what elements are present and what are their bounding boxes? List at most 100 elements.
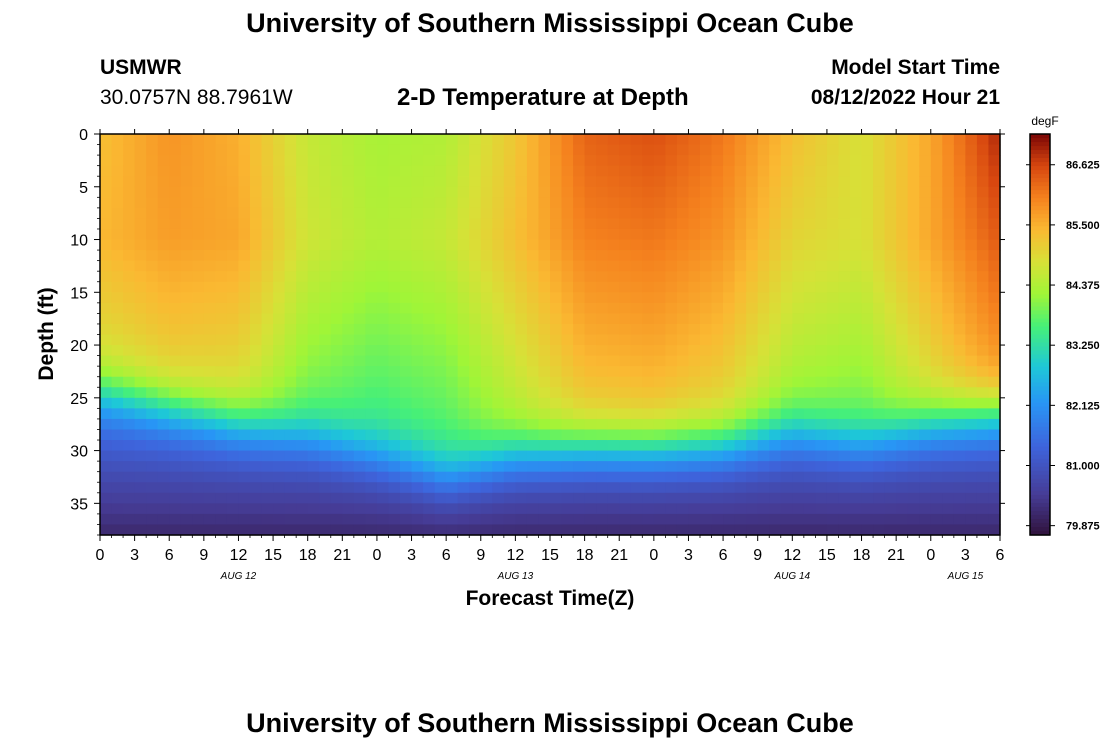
heatmap-cell bbox=[307, 302, 320, 314]
heatmap-cell bbox=[457, 186, 470, 198]
heatmap-cell bbox=[861, 207, 874, 220]
heatmap-cell bbox=[515, 292, 528, 304]
heatmap-cell bbox=[561, 450, 574, 462]
heatmap-cell bbox=[653, 524, 666, 536]
heatmap-cell bbox=[584, 165, 597, 177]
heatmap-cell bbox=[826, 271, 840, 283]
heatmap-cell bbox=[215, 408, 228, 420]
heatmap-cell bbox=[423, 524, 436, 536]
heatmap-cell bbox=[584, 239, 597, 251]
heatmap-cell bbox=[653, 482, 666, 494]
heatmap-cell bbox=[573, 503, 586, 515]
heatmap-cell bbox=[284, 482, 297, 494]
heatmap-cell bbox=[238, 292, 251, 304]
heatmap-cell bbox=[700, 492, 713, 504]
heatmap-cell bbox=[988, 323, 1001, 336]
heatmap-cell bbox=[815, 461, 828, 473]
heatmap-cell bbox=[619, 155, 632, 167]
heatmap-cell bbox=[711, 207, 724, 220]
heatmap-cell bbox=[896, 292, 909, 304]
heatmap-cell bbox=[538, 524, 551, 536]
heatmap-cell bbox=[365, 218, 378, 230]
heatmap-cell bbox=[688, 281, 701, 293]
heatmap-cell bbox=[469, 376, 482, 388]
heatmap-cell bbox=[411, 271, 424, 283]
heatmap-cell bbox=[226, 345, 240, 357]
heatmap-cell bbox=[457, 239, 470, 251]
heatmap-cell bbox=[423, 366, 436, 378]
heatmap-cell bbox=[884, 186, 897, 198]
heatmap-cell bbox=[492, 292, 505, 304]
colorbar-swatch bbox=[1030, 398, 1050, 404]
heatmap-cell bbox=[884, 313, 897, 325]
heatmap-cell bbox=[307, 134, 320, 146]
heatmap-cell bbox=[457, 440, 470, 452]
heatmap-cell bbox=[261, 292, 274, 304]
heatmap-cell bbox=[319, 376, 332, 388]
heatmap-cell bbox=[238, 366, 251, 378]
heatmap-cell bbox=[700, 176, 713, 188]
heatmap-cell bbox=[826, 355, 840, 367]
heatmap-cell bbox=[469, 155, 482, 167]
heatmap-cell bbox=[711, 239, 724, 251]
heatmap-cell bbox=[642, 186, 655, 198]
heatmap-cell bbox=[261, 482, 274, 494]
heatmap-cell bbox=[111, 134, 124, 146]
heatmap-cell bbox=[596, 471, 609, 483]
heatmap-cell bbox=[480, 450, 493, 462]
heatmap-cell bbox=[238, 239, 251, 251]
heatmap-cell bbox=[169, 471, 182, 483]
heatmap-cell bbox=[953, 228, 966, 241]
heatmap-cell bbox=[596, 513, 609, 526]
heatmap-cell bbox=[526, 376, 540, 388]
heatmap-cell bbox=[284, 503, 297, 515]
heatmap-cell bbox=[746, 176, 759, 188]
colorbar-swatch bbox=[1030, 322, 1050, 328]
heatmap-cell bbox=[642, 355, 655, 367]
heatmap-cell bbox=[861, 165, 874, 177]
heatmap-cell bbox=[942, 482, 955, 494]
heatmap-cell bbox=[307, 513, 320, 526]
heatmap-cell bbox=[573, 440, 586, 452]
heatmap-cell bbox=[873, 503, 886, 515]
heatmap-cell bbox=[630, 503, 643, 515]
heatmap-cell bbox=[296, 323, 309, 336]
heatmap-cell bbox=[826, 418, 840, 431]
heatmap-cell bbox=[942, 387, 955, 399]
heatmap-cell bbox=[446, 292, 459, 304]
heatmap-cell bbox=[492, 334, 505, 346]
heatmap-cell bbox=[261, 461, 274, 473]
heatmap-cell bbox=[192, 292, 205, 304]
heatmap-cell bbox=[157, 482, 170, 494]
heatmap-cell bbox=[111, 292, 124, 304]
heatmap-cell bbox=[896, 165, 909, 177]
heatmap-cell bbox=[469, 429, 482, 441]
heatmap-cell bbox=[976, 355, 990, 367]
heatmap-cell bbox=[307, 524, 320, 536]
heatmap-cell bbox=[388, 376, 401, 388]
heatmap-cell bbox=[780, 345, 793, 357]
heatmap-cell bbox=[330, 144, 343, 156]
heatmap-cell bbox=[100, 429, 113, 441]
heatmap-cell bbox=[653, 186, 666, 198]
heatmap-cell bbox=[330, 429, 343, 441]
heatmap-cell bbox=[284, 408, 297, 420]
heatmap-cell bbox=[100, 260, 113, 272]
heatmap-cell bbox=[203, 334, 216, 346]
heatmap-cell bbox=[930, 165, 943, 177]
heatmap-cell bbox=[769, 366, 782, 378]
heatmap-cell bbox=[330, 440, 343, 452]
heatmap-cell bbox=[815, 281, 828, 293]
heatmap-cell bbox=[561, 186, 574, 198]
heatmap-cell bbox=[284, 186, 297, 198]
heatmap-cell bbox=[919, 313, 932, 325]
heatmap-cell bbox=[769, 429, 782, 441]
heatmap-cell bbox=[688, 461, 701, 473]
heatmap-cell bbox=[561, 197, 574, 209]
heatmap-cell bbox=[284, 302, 297, 314]
heatmap-cell bbox=[561, 144, 574, 156]
heatmap-cell bbox=[180, 366, 193, 378]
heatmap-cell bbox=[688, 355, 701, 367]
heatmap-cell bbox=[792, 334, 805, 346]
heatmap-cell bbox=[169, 218, 182, 230]
